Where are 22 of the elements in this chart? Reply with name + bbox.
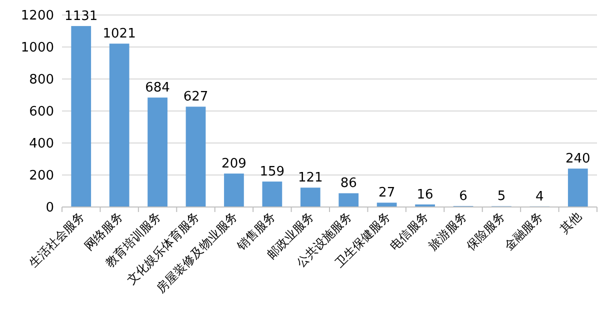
data-label: 1131: [64, 9, 98, 24]
data-label: 684: [145, 80, 170, 96]
data-label: 16: [416, 187, 434, 202]
data-label: 1021: [102, 26, 136, 42]
y-tick-label: 1200: [20, 8, 54, 24]
data-label: 4: [536, 189, 544, 204]
y-tick-label: 600: [29, 104, 54, 120]
data-label: 209: [222, 156, 246, 172]
data-label: 627: [183, 90, 208, 105]
x-tick-label: 其他: [557, 209, 584, 236]
data-label: 27: [378, 186, 396, 201]
data-label: 86: [340, 176, 357, 192]
data-label: 159: [260, 164, 285, 180]
data-label: 121: [298, 170, 323, 186]
data-label: 6: [459, 189, 468, 204]
y-tick-label: 1000: [20, 40, 54, 56]
y-tick-label: 400: [29, 136, 54, 152]
data-label: 240: [565, 152, 590, 167]
y-tick-label: 800: [29, 72, 54, 88]
y-tick-label: 200: [29, 168, 54, 184]
data-label: 5: [497, 189, 506, 204]
y-tick-label: 0: [46, 200, 54, 216]
